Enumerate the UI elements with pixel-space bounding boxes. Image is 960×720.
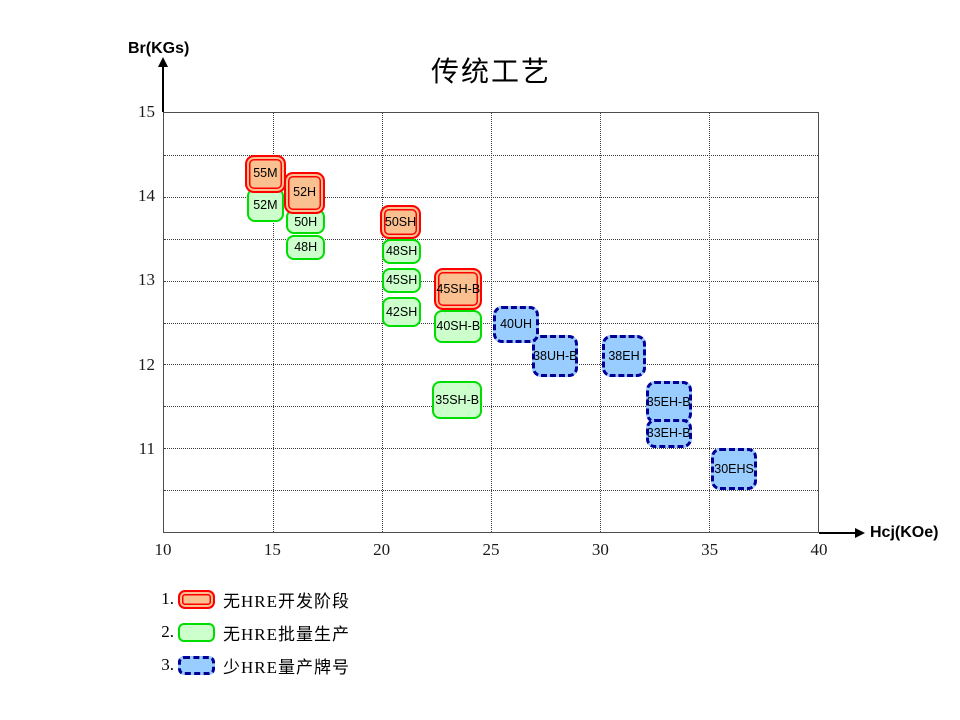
x-tick-20: 20 (373, 540, 391, 559)
v-gridline (600, 113, 601, 532)
x-tick-40: 40 (810, 540, 828, 559)
legend-item-development: 1. 无HRE开发阶段 (150, 588, 350, 611)
legend-label: 无HRE开发阶段 (223, 591, 350, 611)
grade-box-55m: 55M (244, 154, 287, 193)
x-axis-arrow-icon (855, 528, 865, 538)
x-axis-label: Hcj(KOe) (870, 524, 939, 541)
grade-box-35sh-b: 35SH-B (432, 381, 483, 419)
grade-box-42sh: 42SH (382, 297, 422, 327)
y-tick-14: 14 (138, 186, 155, 206)
y-tick-15: 15 (138, 102, 155, 121)
legend-item-mass-production: 2. 无HRE批量生产 (150, 621, 350, 644)
grade-box-52m: 52M (246, 188, 284, 222)
grade-box-38uh-b: 38UH-B (532, 335, 579, 377)
legend-swatch-mass-production-icon (178, 622, 215, 642)
grade-box-33eh-b: 33EH-B (645, 418, 692, 449)
grade-box-48sh: 48SH (382, 238, 422, 264)
legend-label: 少HRE量产牌号 (223, 657, 350, 677)
v-gridline (273, 113, 274, 532)
v-gridline (491, 113, 492, 532)
y-tick-12: 12 (138, 354, 155, 374)
y-axis-line (162, 66, 164, 112)
x-tick-15: 15 (263, 540, 281, 559)
legend: 1. 无HRE开发阶段 2. 无HRE批量生产 3. 少HRE量产牌号 (150, 588, 350, 687)
grade-box-35eh-b: 35EH-B (645, 381, 692, 424)
grade-box-40sh-b: 40SH-B (434, 309, 483, 344)
plot-area: 52M 50H 48H 48SH 45SH 42SH 40SH-B 35SH-B 55M 52H 5… (163, 112, 819, 533)
grade-box-45sh: 45SH (382, 268, 422, 294)
v-gridline (709, 113, 710, 532)
y-axis-arrow-icon (158, 57, 168, 67)
y-tick-11: 11 (138, 438, 155, 458)
x-tick-25: 25 (482, 540, 500, 559)
legend-swatch-development-icon (178, 589, 215, 609)
grade-box-38eh: 38EH (602, 335, 646, 377)
grade-box-50h: 50H (286, 209, 326, 235)
grade-box-30ehs: 30EHS (711, 448, 757, 491)
grade-box-50sh: 50SH (379, 205, 422, 239)
chart-title: 传统工艺 (430, 56, 551, 87)
grade-box-48h: 48H (286, 234, 326, 260)
legend-number: 1. (161, 589, 174, 608)
x-tick-30: 30 (591, 540, 609, 559)
legend-number: 3. (161, 655, 174, 674)
y-axis-label: Br(KGs) (128, 40, 190, 57)
legend-number: 2. (161, 622, 174, 641)
y-tick-13: 13 (138, 270, 155, 290)
grade-box-45sh-b: 45SH-B (434, 268, 483, 310)
x-tick-35: 35 (701, 540, 719, 559)
x-tick-10: 10 (154, 540, 172, 559)
legend-label: 无HRE批量生产 (223, 624, 350, 644)
legend-swatch-low-hre-icon (178, 655, 215, 675)
x-axis-line (819, 532, 857, 534)
legend-item-low-hre: 3. 少HRE量产牌号 (150, 654, 350, 677)
grade-box-52h: 52H (283, 171, 326, 214)
grade-box-40uh: 40UH (493, 305, 539, 344)
